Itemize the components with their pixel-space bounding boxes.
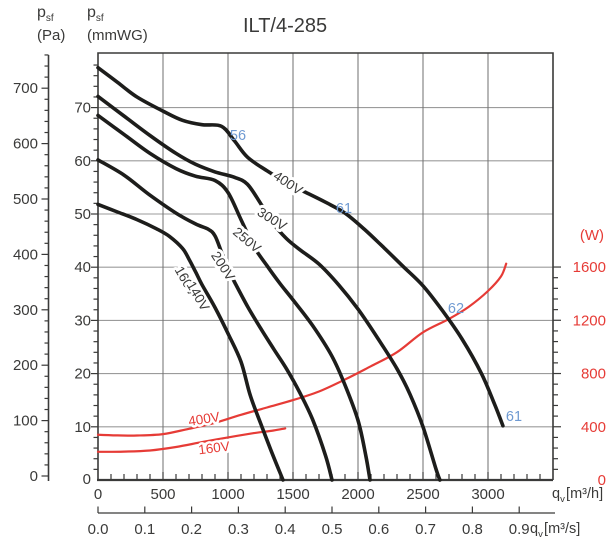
mmwg-axis-unit: (mmWG): [87, 27, 148, 45]
power-label-400V: 400V: [187, 409, 220, 429]
plot-border: [97, 52, 554, 480]
watt-tick-label: 400: [581, 419, 606, 436]
sound-level-61: 61: [506, 409, 522, 425]
pa-tick-label: 700: [13, 80, 38, 97]
x-tick-label: 500: [150, 486, 175, 503]
m3s-tick-label: 0.0: [88, 521, 109, 538]
x-tick-label: 3000: [471, 486, 504, 503]
x-tick-label: 2000: [341, 486, 374, 503]
curve-label-300V: 300V: [255, 204, 290, 233]
pa-axis-symbol: psf: [37, 4, 54, 25]
power-label-160V: 160V: [197, 439, 230, 458]
mmwg-tick-label: 40: [74, 259, 91, 276]
mmwg-tick-label: 0: [83, 471, 91, 488]
pa-tick-label: 400: [13, 246, 38, 263]
chart-title: ILT/4-285: [243, 15, 328, 37]
flow-unit-m3h: qv [m³/h]: [552, 486, 604, 505]
m3s-tick-label: 0.3: [228, 521, 249, 538]
pressure-curve-160V: [96, 202, 285, 482]
mmwg-tick-label: 70: [74, 100, 91, 117]
pa-tick-label: 300: [13, 302, 38, 319]
m3s-tick-label: 0.1: [134, 521, 155, 538]
pa-tick-label: 500: [13, 191, 38, 208]
pa-tick-label: 200: [13, 357, 38, 374]
watt-tick-label: 800: [581, 366, 606, 383]
x-tick-label: 1500: [276, 486, 309, 503]
mmwg-tick-label: 50: [74, 206, 91, 223]
m3s-tick-label: 0.4: [275, 521, 296, 538]
watt-tick-label: 1600: [573, 259, 606, 276]
pa-axis-unit: (Pa): [37, 27, 66, 45]
pa-tick-label: 600: [13, 136, 38, 153]
power-curve-400V: [96, 262, 508, 437]
m3s-tick-label: 0.2: [181, 521, 202, 538]
x-tick-label: 2500: [406, 486, 439, 503]
x-tick-label: 0: [94, 486, 102, 503]
sound-level-62: 62: [448, 301, 464, 317]
watt-tick-label: 1200: [573, 312, 606, 329]
pressure-curve-250V: [96, 113, 372, 482]
pressure-curve-300V: [96, 94, 442, 482]
mmwg-tick-label: 30: [74, 312, 91, 329]
sound-level-61: 61: [336, 201, 352, 217]
pa-tick-label: 100: [13, 413, 38, 430]
m3s-tick-label: 0.8: [462, 521, 483, 538]
pressure-curve-400V: [96, 65, 505, 428]
m3s-tick-label: 0.6: [368, 521, 389, 538]
m3s-tick-label: 0.7: [415, 521, 436, 538]
mmwg-tick-label: 20: [74, 366, 91, 383]
watt-tick-label: 0: [598, 472, 606, 489]
x-tick-label: 1000: [211, 486, 244, 503]
pa-tick-label: 0: [30, 468, 38, 485]
mmwg-tick-label: 60: [74, 153, 91, 170]
mmwg-axis-symbol: psf: [87, 4, 104, 25]
m3s-tick-label: 0.5: [322, 521, 343, 538]
sound-level-56: 56: [230, 128, 246, 144]
power-curve-160V: [96, 427, 287, 453]
mmwg-tick-label: 10: [74, 419, 91, 436]
pa-axis-header: psf (Pa): [37, 4, 65, 44]
mmwg-axis-header: psf (mmWG): [87, 4, 148, 44]
m3s-tick-label: 0.9: [509, 521, 530, 538]
flow-unit-m3s: qv [m³/s]: [530, 521, 581, 540]
watt-axis-label: (W): [580, 227, 604, 244]
pressure-curve-200V: [96, 158, 334, 482]
curve-label-400V: 400V: [271, 168, 306, 198]
